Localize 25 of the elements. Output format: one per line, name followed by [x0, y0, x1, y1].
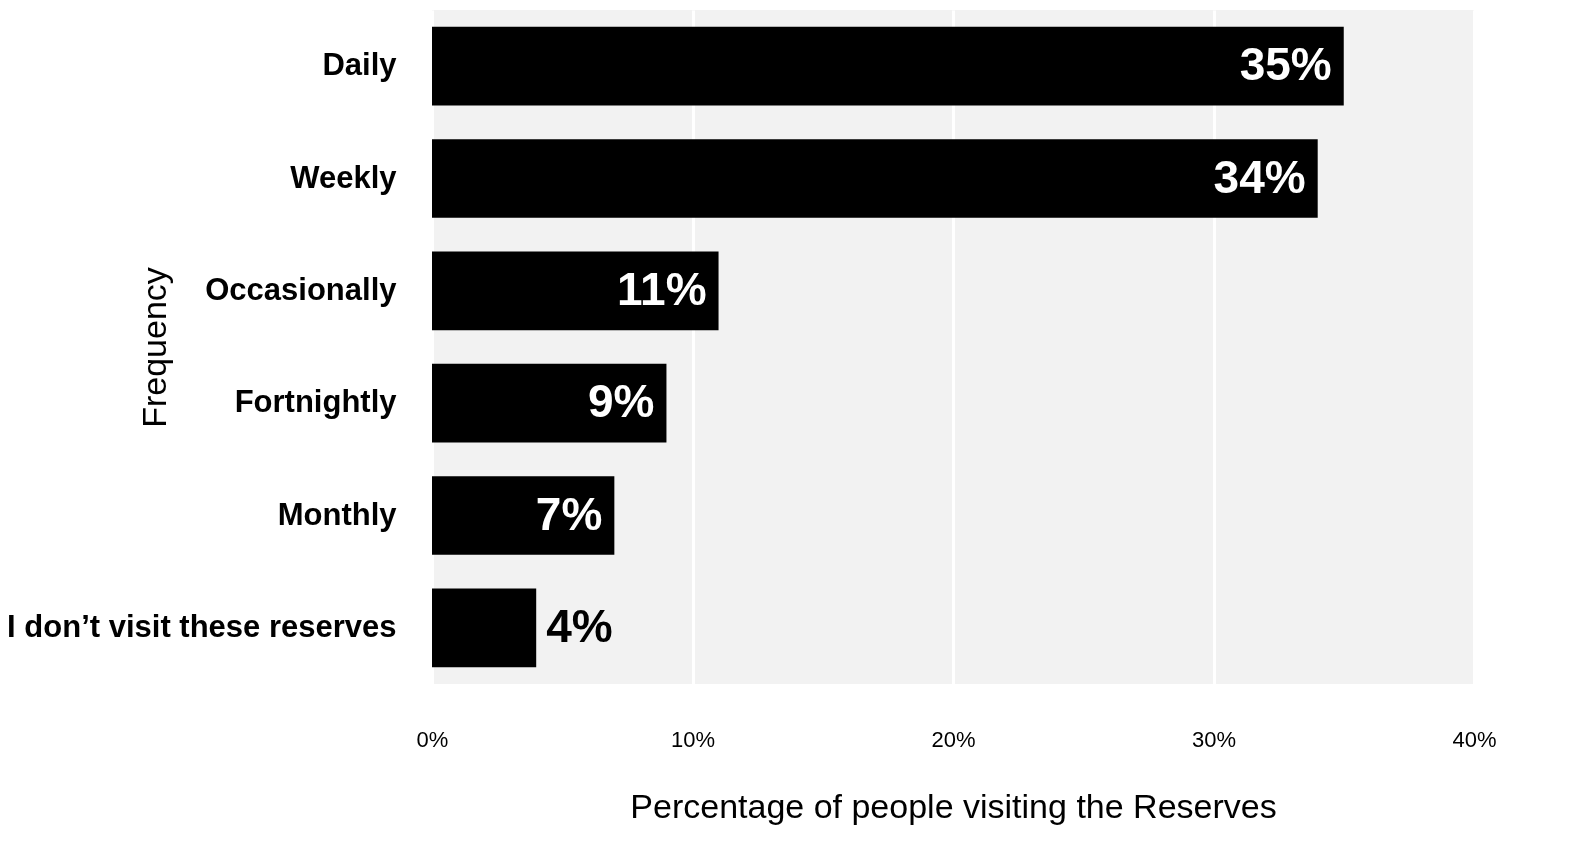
y-tick-label: Monthly: [277, 496, 398, 532]
x-tick-label: 30%: [1191, 726, 1237, 752]
data-label: 34%: [1213, 150, 1306, 203]
data-label: 35%: [1239, 38, 1332, 91]
bar: [432, 139, 1318, 218]
x-tick-label: 0%: [416, 726, 449, 752]
x-axis-title: Percentage of people visiting the Reserves: [630, 786, 1277, 825]
x-tick-label: 20%: [931, 726, 976, 752]
x-tick-label: 40%: [1452, 726, 1497, 752]
bar: [432, 26, 1344, 106]
y-tick-label: Weekly: [290, 159, 398, 195]
y-tick-label: Fortnightly: [234, 384, 398, 420]
bar: [432, 251, 719, 331]
x-tick-label: 10%: [670, 726, 716, 752]
bar: [432, 476, 615, 555]
y-tick-label: Occasionally: [205, 271, 398, 307]
data-label: 4%: [546, 599, 613, 652]
data-label: 7%: [535, 487, 603, 540]
data-label: 9%: [587, 375, 655, 428]
bar: [432, 363, 667, 443]
y-tick-label: Daily: [322, 47, 398, 83]
bar: [432, 588, 537, 668]
data-label: 11%: [617, 262, 707, 315]
y-tick-label: I don’t visit these reserves: [7, 608, 397, 644]
y-axis-title: Frequency: [134, 267, 173, 428]
